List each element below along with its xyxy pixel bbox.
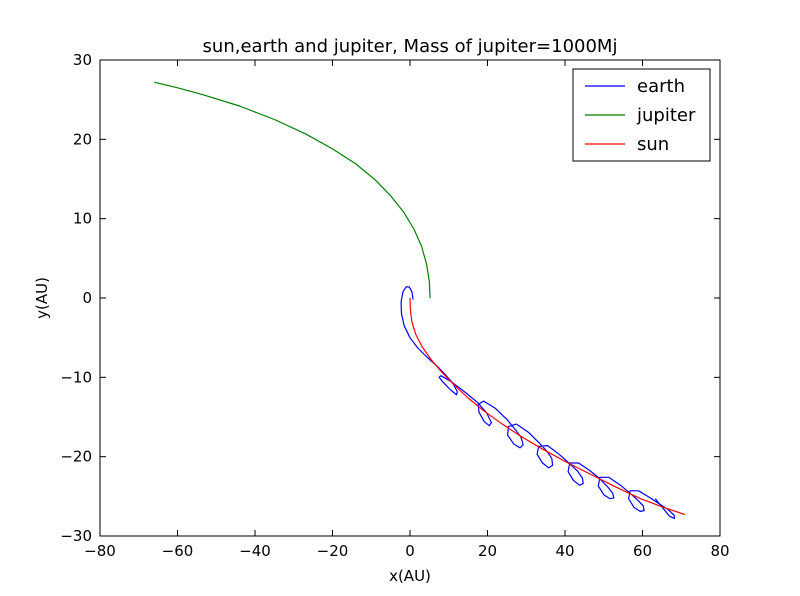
legend-sun-label: sun [637,134,669,155]
x-tick-label: 20 [478,542,497,560]
y-tick-label: 10 [73,210,92,228]
x-tick-label: 80 [710,542,729,560]
series-line-jupiter [154,81,431,299]
series-line-earth [400,286,675,520]
legend-jupiter-label: jupiter [636,105,696,126]
x-tick-label: −20 [317,542,349,560]
y-tick-label: −30 [60,527,92,545]
y-tick-label: 20 [73,130,92,148]
x-tick-label: 60 [633,542,652,560]
legend: earth jupiter sun [572,68,711,162]
y-tick-label: 0 [82,289,92,307]
x-tick-label: 40 [555,542,574,560]
legend-earth-label: earth [637,76,685,97]
x-axis-label: x(AU) [389,567,431,585]
series-line-sun [409,297,686,516]
y-tick-label: −20 [60,448,92,466]
y-axis-label: y(AU) [33,277,51,319]
series-group [154,81,686,520]
y-axis-ticks: −30 −20 −10 0 10 20 30 [60,51,720,545]
x-axis-ticks: −80 −60 −40 −20 0 20 40 60 80 [84,60,730,560]
x-tick-label: 0 [405,542,415,560]
chart-title: sun,earth and jupiter, Mass of jupiter=1… [203,36,618,57]
x-tick-label: −60 [162,542,194,560]
x-tick-label: −80 [84,542,116,560]
y-tick-label: 30 [73,51,92,69]
x-tick-label: −40 [239,542,271,560]
y-tick-label: −10 [60,368,92,386]
